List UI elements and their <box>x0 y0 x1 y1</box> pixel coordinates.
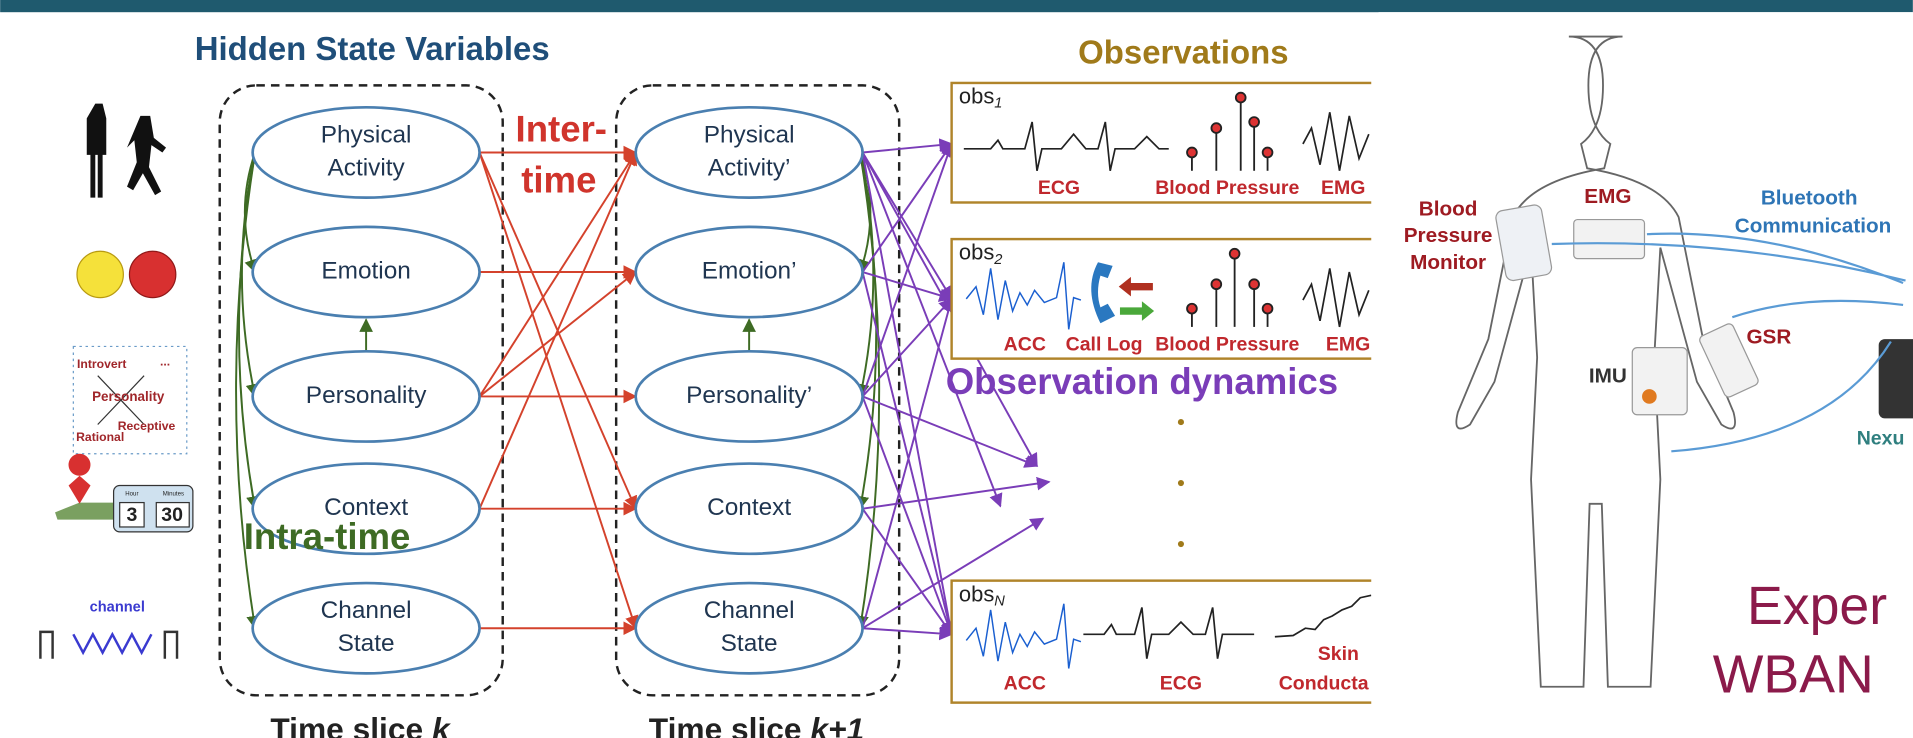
happy-icon <box>77 251 123 297</box>
icon-text: ... <box>160 355 170 369</box>
inter-label: Inter- <box>516 108 607 149</box>
obs-label: Call Log <box>1066 333 1143 355</box>
obs-edge <box>863 628 952 634</box>
obs-edge <box>863 144 952 153</box>
runner-icon <box>127 116 166 195</box>
angry-icon <box>129 251 175 297</box>
obs-edge <box>863 509 952 635</box>
icon-text: Rational <box>76 430 124 444</box>
node-label: Physical <box>704 121 795 148</box>
observations-title: Observations <box>1078 34 1288 71</box>
wban-label: Nexu <box>1857 427 1905 449</box>
imu-device <box>1632 348 1687 415</box>
icon-text: 3 <box>126 504 137 526</box>
wban-label: Monitor <box>1410 251 1486 274</box>
obs-label: ACC <box>1004 672 1046 694</box>
obs-base: obs <box>959 581 994 606</box>
slice-var: k+1 <box>810 711 864 738</box>
obs-label: ECG <box>1038 177 1080 199</box>
obs-edge <box>863 396 1037 466</box>
wban-title: WBAN <box>1713 644 1874 704</box>
inter-edge <box>480 272 636 396</box>
node-label: Personality’ <box>686 382 812 409</box>
node-label: State <box>338 630 395 657</box>
node-label: Physical <box>321 121 412 148</box>
left-icons <box>40 104 192 659</box>
wban-label: GSR <box>1746 325 1791 348</box>
obs-edge <box>863 396 952 634</box>
dot <box>1178 541 1184 547</box>
node-label: Activity’ <box>708 154 791 181</box>
obs-sub: N <box>994 593 1005 609</box>
icon-text: Hour <box>125 491 138 498</box>
icon-text: Personality <box>92 389 165 404</box>
dynamics-label: Observation dynamics <box>946 361 1338 402</box>
obs-label: EMG <box>1321 177 1365 199</box>
antennas <box>40 632 177 659</box>
pin-icon <box>69 454 91 504</box>
obs-label: EMG <box>1326 333 1370 355</box>
dot <box>1178 419 1184 425</box>
obs-label: Blood Pressure <box>1155 177 1299 199</box>
slice-label: Time slice k+1 <box>649 711 864 738</box>
wban-label: Bluetooth <box>1761 186 1858 209</box>
top-bar <box>0 0 1913 12</box>
wban-title: Exper <box>1747 576 1887 636</box>
obs-edge <box>863 482 1050 509</box>
wban-label: Blood <box>1419 197 1478 220</box>
node-label: Emotion’ <box>702 257 797 284</box>
node-label: Emotion <box>321 257 410 284</box>
channel-wave <box>73 634 151 652</box>
slice-label: Time slice k <box>270 711 451 738</box>
wban-label: Pressure <box>1404 224 1493 247</box>
wban-label: IMU <box>1589 364 1627 387</box>
obs-label: ACC <box>1004 333 1046 355</box>
wban-label: EMG <box>1584 185 1631 208</box>
obs-base: obs <box>959 240 994 265</box>
node-label: Channel <box>321 597 412 624</box>
icon-text: Receptive <box>118 419 176 433</box>
imu-dot <box>1642 389 1657 404</box>
slice-text: Time slice <box>270 711 423 738</box>
inter-label: time <box>521 160 596 201</box>
emg-device <box>1574 220 1645 259</box>
node-label: State <box>721 630 778 657</box>
diagram: Hidden State Variables Observations Phys… <box>0 0 1913 738</box>
wban-label: Communication <box>1735 214 1892 237</box>
obs-edge <box>863 144 952 272</box>
icon-text: Minutes <box>163 491 184 498</box>
obs-label: Blood Pressure <box>1155 333 1299 355</box>
node-label: Activity <box>327 154 405 181</box>
dot <box>1178 480 1184 486</box>
obs-label: Conducta <box>1279 672 1369 694</box>
node-label: Context <box>707 494 791 521</box>
node-label: Personality <box>306 382 427 409</box>
icon-text: channel <box>90 599 145 615</box>
obs-label: ECG <box>1160 672 1202 694</box>
slice-var: k <box>432 711 451 738</box>
slice-text: Time slice <box>649 711 802 738</box>
obs-sub: 2 <box>993 252 1002 268</box>
person-icon <box>87 104 107 198</box>
obs-base: obs <box>959 83 994 108</box>
obs-label: Skin <box>1318 643 1359 665</box>
intra-label: Intra-time <box>244 516 411 557</box>
icon-text: 30 <box>161 504 183 526</box>
hidden-title: Hidden State Variables <box>195 30 550 67</box>
obs-sub: 1 <box>994 96 1002 112</box>
inter-edge <box>480 152 636 628</box>
node-label: Channel <box>704 597 795 624</box>
obs-edge <box>863 144 952 397</box>
icon-text: Introvert <box>77 357 126 371</box>
